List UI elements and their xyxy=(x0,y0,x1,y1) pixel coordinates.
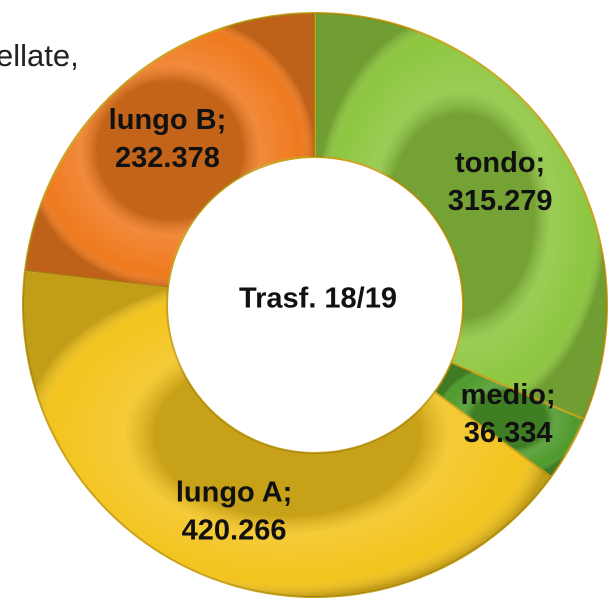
data-label-name: lungo B; xyxy=(109,104,227,136)
data-label-name: lungo A; xyxy=(176,476,293,508)
data-label-value: 232.378 xyxy=(115,142,220,174)
data-label-name: medio; xyxy=(461,379,556,411)
data-label-name: tondo; xyxy=(455,147,545,179)
chart-title: Trasf. 18/19 xyxy=(239,283,397,315)
annotation: ellate, xyxy=(0,38,79,73)
data-label-value: 36.334 xyxy=(464,417,553,449)
slice-shade xyxy=(434,362,584,477)
slice-shade xyxy=(315,13,607,420)
slice-shade xyxy=(22,270,552,598)
slice-shade xyxy=(24,13,316,288)
data-label-value: 420.266 xyxy=(182,514,287,546)
data-label-value: 315.279 xyxy=(448,185,553,217)
